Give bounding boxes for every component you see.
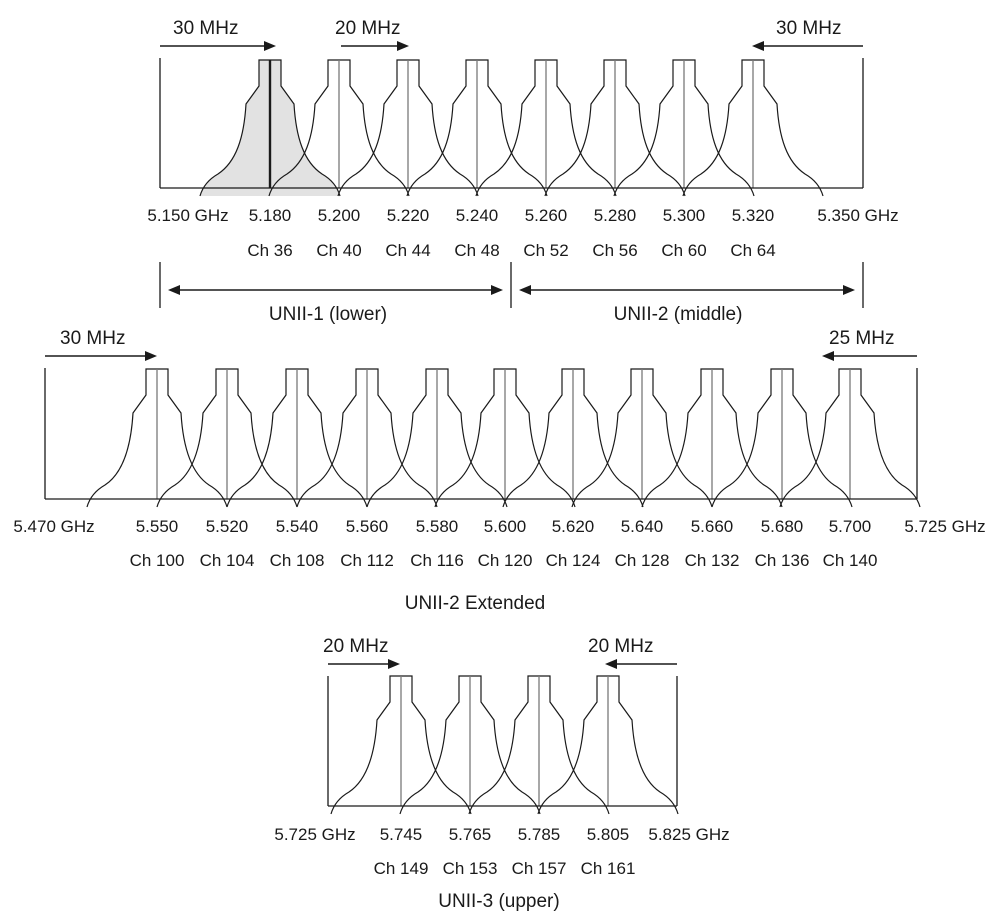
- band-end-label: 5.725 GHz: [904, 517, 985, 536]
- frequency-label: 5.640: [621, 517, 664, 536]
- spectral-masks: [86, 368, 921, 508]
- frequency-labels: 5.550 5.520 5.540 5.560 5.580 5.600 5.620 5.640…: [136, 517, 872, 536]
- channel-label: Ch 157: [512, 859, 567, 878]
- band-unii1-unii2: 30 MHz 20 MHz 30 MHz 5.150 GHz 5.180 5.20…: [147, 18, 898, 325]
- frequency-label: 5.540: [276, 517, 319, 536]
- arrow-head-left-icon: [605, 659, 617, 669]
- band-start-label: 5.150 GHz: [147, 206, 228, 225]
- arrow-head-right-icon: [145, 351, 157, 361]
- frequency-label: 5.680: [761, 517, 804, 536]
- arrow-head-right-icon: [843, 285, 855, 295]
- channel-label: Ch 52: [523, 241, 568, 260]
- guard-left-label: 30 MHz: [60, 328, 125, 349]
- frequency-label: 5.660: [691, 517, 734, 536]
- frequency-label: 5.320: [732, 206, 775, 225]
- channel-label: Ch 140: [823, 551, 878, 570]
- channel-label: Ch 100: [130, 551, 185, 570]
- channel-label: Ch 161: [581, 859, 636, 878]
- channel-label: Ch 64: [730, 241, 775, 260]
- frequency-label: 5.620: [552, 517, 595, 536]
- band-title: UNII-3 (upper): [438, 891, 559, 912]
- channel-label: Ch 120: [478, 551, 533, 570]
- frequency-label: 5.785: [518, 825, 561, 844]
- guard-left-label: 20 MHz: [323, 636, 388, 657]
- frequency-label: 5.745: [380, 825, 423, 844]
- arrow-head-left-icon: [168, 285, 180, 295]
- channel-label: Ch 36: [247, 241, 292, 260]
- channel-label: Ch 116: [410, 551, 464, 570]
- band-unii3: 20 MHz 20 MHz 5.725 GHz 5.745 5.765 5.785 5…: [274, 636, 729, 912]
- frequency-label: 5.180: [249, 206, 292, 225]
- guard-left-label: 30 MHz: [173, 18, 238, 39]
- band-title: UNII-2 Extended: [405, 593, 545, 614]
- band-start-label: 5.725 GHz: [274, 825, 355, 844]
- frequency-label: 5.600: [484, 517, 527, 536]
- channel-label: Ch 104: [200, 551, 255, 570]
- channel-label: Ch 132: [685, 551, 740, 570]
- channel-label: Ch 112: [340, 551, 394, 570]
- channel-label: Ch 136: [755, 551, 810, 570]
- frequency-label: 5.240: [456, 206, 499, 225]
- guard-right-label: 25 MHz: [829, 328, 894, 349]
- spectral-masks: [199, 59, 824, 197]
- unii2-label: UNII-2 (middle): [614, 304, 743, 325]
- channel-label: Ch 149: [374, 859, 429, 878]
- band-end-label: 5.825 GHz: [648, 825, 729, 844]
- channel-label: Ch 124: [546, 551, 601, 570]
- arrow-head-left-icon: [752, 41, 764, 51]
- frequency-labels: 5.150 GHz 5.180 5.200 5.220 5.240 5.260 5.280…: [147, 206, 774, 225]
- channel-label: Ch 48: [454, 241, 499, 260]
- channel-labels: Ch 100 Ch 104 Ch 108 Ch 112 Ch 116 Ch 120 Ch 1…: [130, 551, 878, 570]
- frequency-label: 5.220: [387, 206, 430, 225]
- channel-label: Ch 128: [615, 551, 670, 570]
- channel-labels: Ch 149 Ch 153 Ch 157 Ch 161: [374, 859, 636, 878]
- frequency-label: 5.200: [318, 206, 361, 225]
- unii1-label: UNII-1 (lower): [269, 304, 387, 325]
- spectral-masks: [330, 675, 679, 815]
- arrow-head-left-icon: [519, 285, 531, 295]
- guard-right-label: 30 MHz: [776, 18, 841, 39]
- band-start-label: 5.470 GHz: [13, 517, 94, 536]
- frequency-label: 5.580: [416, 517, 459, 536]
- arrow-head-right-icon: [264, 41, 276, 51]
- channel-label: Ch 56: [592, 241, 637, 260]
- frequency-label: 5.280: [594, 206, 637, 225]
- frequency-label: 5.260: [525, 206, 568, 225]
- frequency-label: 5.560: [346, 517, 389, 536]
- arrow-head-right-icon: [397, 41, 409, 51]
- frequency-label: 5.550: [136, 517, 179, 536]
- arrow-head-left-icon: [822, 351, 834, 361]
- frequency-label: 5.805: [587, 825, 630, 844]
- channel-label: Ch 108: [270, 551, 325, 570]
- arrow-head-right-icon: [491, 285, 503, 295]
- channel-label: Ch 44: [385, 241, 430, 260]
- band-end-label: 5.350 GHz: [817, 206, 898, 225]
- channel-label: Ch 40: [316, 241, 361, 260]
- band-unii2-extended: 30 MHz 25 MHz 5.470 GHz 5.550 5.520 5.540 5…: [13, 328, 985, 614]
- channel-labels: Ch 36 Ch 40 Ch 44 Ch 48 Ch 52 Ch 56 Ch 60 Ch 64: [247, 241, 775, 260]
- channel-width-label: 20 MHz: [335, 18, 400, 39]
- frequency-label: 5.520: [206, 517, 249, 536]
- frequency-label: 5.700: [829, 517, 872, 536]
- guard-right-label: 20 MHz: [588, 636, 653, 657]
- frequency-label: 5.300: [663, 206, 706, 225]
- channel-label: Ch 153: [443, 859, 498, 878]
- channel-label: Ch 60: [661, 241, 706, 260]
- frequency-labels: 5.745 5.765 5.785 5.805: [380, 825, 630, 844]
- frequency-label: 5.765: [449, 825, 492, 844]
- arrow-head-right-icon: [388, 659, 400, 669]
